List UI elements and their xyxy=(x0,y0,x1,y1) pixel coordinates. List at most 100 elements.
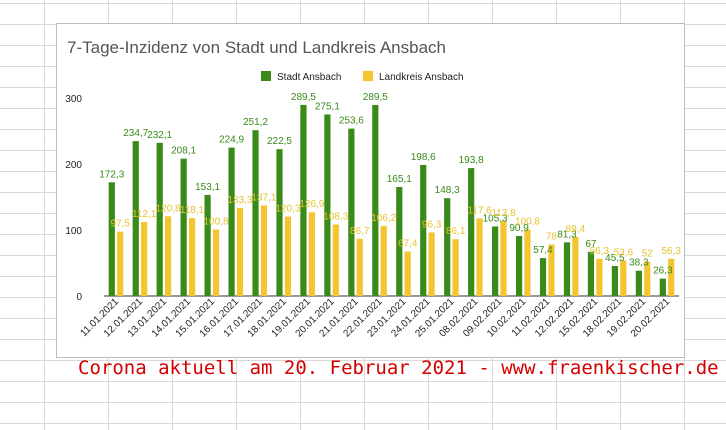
bar-stadt xyxy=(228,147,235,296)
bar-stadt xyxy=(348,128,355,296)
legend: Stadt Ansbach Landkreis Ansbach xyxy=(261,71,464,83)
legend-swatch-landkreis xyxy=(363,71,373,81)
bar-stadt xyxy=(252,130,259,296)
data-label-landkreis: 100,8 xyxy=(515,216,540,227)
bar-stadt xyxy=(276,149,283,296)
bar-landkreis xyxy=(668,258,675,296)
data-label-stadt: 67 xyxy=(585,239,597,250)
data-label-stadt: 81,3 xyxy=(557,229,577,240)
data-label-landkreis: 100,8 xyxy=(203,216,228,227)
data-label-landkreis: 106,2 xyxy=(371,213,396,224)
bar-landkreis xyxy=(476,218,483,296)
bar-stadt xyxy=(563,242,571,296)
data-label-stadt: 222,5 xyxy=(267,136,292,147)
data-label-stadt: 224,9 xyxy=(219,135,244,146)
data-label-landkreis: 56,3 xyxy=(590,246,610,257)
bar-landkreis xyxy=(284,216,291,296)
bar-landkreis xyxy=(380,225,387,296)
bar-landkreis xyxy=(188,218,196,296)
y-tick-label: 100 xyxy=(65,226,82,237)
data-label-landkreis: 89,4 xyxy=(566,224,586,235)
data-label-landkreis: 97,5 xyxy=(110,219,130,230)
data-label-landkreis: 133,3 xyxy=(227,195,252,206)
bar-landkreis xyxy=(356,238,363,296)
bar-landkreis xyxy=(212,229,220,296)
data-label-stadt: 165,1 xyxy=(387,174,412,185)
data-label-landkreis: 53,6 xyxy=(614,248,634,259)
data-label-landkreis: 113,8 xyxy=(491,208,516,219)
data-label-stadt: 253,6 xyxy=(339,116,364,127)
data-label-stadt: 251,2 xyxy=(243,117,268,128)
bar-stadt xyxy=(492,226,499,296)
data-label-landkreis: 112,1 xyxy=(132,209,157,220)
data-label-stadt: 153,1 xyxy=(195,182,220,193)
bar-landkreis xyxy=(524,229,531,296)
data-label-landkreis: 67,4 xyxy=(398,239,418,250)
bar-stadt xyxy=(204,194,211,296)
data-label-stadt: 275,1 xyxy=(315,101,340,112)
data-label-stadt: 26,3 xyxy=(653,266,673,277)
data-label-landkreis: 78 xyxy=(546,232,558,243)
data-label-stadt: 105,3 xyxy=(483,214,508,225)
bar-landkreis xyxy=(596,258,603,296)
bar-landkreis xyxy=(500,220,507,296)
data-label-stadt: 193,8 xyxy=(459,155,484,166)
bar-stadt xyxy=(539,258,547,296)
bar-stadt xyxy=(468,168,475,296)
data-label-stadt: 208,1 xyxy=(171,146,196,157)
chart-container: 7-Tage-Inzidenz von Stadt und Landkreis … xyxy=(56,23,685,358)
bar-landkreis xyxy=(260,205,268,296)
bar-stadt xyxy=(324,114,331,297)
data-label-landkreis: 126,9 xyxy=(299,199,324,210)
bar-stadt xyxy=(108,182,115,296)
data-label-stadt: 198,6 xyxy=(411,152,436,163)
data-label-landkreis: 96,3 xyxy=(422,219,442,230)
bar-stadt xyxy=(396,187,403,296)
bar-stadt xyxy=(611,265,619,296)
data-label-landkreis: 56,3 xyxy=(661,246,681,257)
bar-landkreis xyxy=(548,244,555,296)
data-label-landkreis: 137,1 xyxy=(251,193,276,204)
bar-landkreis xyxy=(308,212,315,296)
legend-label-stadt: Stadt Ansbach xyxy=(277,72,342,83)
data-label-stadt: 57,4 xyxy=(533,245,553,256)
bar-landkreis xyxy=(332,224,339,296)
bar-stadt xyxy=(132,141,139,296)
data-label-stadt: 38,3 xyxy=(629,258,649,269)
bar-stadt xyxy=(300,104,307,297)
bar-stadt xyxy=(515,236,523,296)
x-axis: 11.01.202112.01.202113.01.202114.01.2021… xyxy=(78,296,672,339)
data-label-landkreis: 118,1 xyxy=(180,205,205,216)
data-label-landkreis: 52 xyxy=(642,249,654,260)
data-label-stadt: 234,7 xyxy=(123,128,148,139)
data-label-landkreis: 117,6 xyxy=(467,205,492,216)
caption: Corona aktuell am 20. Februar 2021 - www… xyxy=(78,357,719,379)
bar-landkreis xyxy=(572,236,579,296)
legend-label-landkreis: Landkreis Ansbach xyxy=(379,72,464,83)
bar-landkreis xyxy=(620,260,627,296)
bar-stadt xyxy=(372,104,379,297)
bar-stadt xyxy=(444,198,451,296)
bar-stadt xyxy=(180,158,187,296)
data-label-landkreis: 120,3 xyxy=(275,204,300,215)
data-label-landkreis: 86,1 xyxy=(446,226,466,237)
y-tick-label: 0 xyxy=(76,292,82,303)
bar-landkreis xyxy=(117,231,124,296)
y-axis: 0 100 200 300 xyxy=(65,94,679,303)
bar-landkreis xyxy=(452,239,459,296)
data-label-stadt: 172,3 xyxy=(99,169,124,180)
bar-landkreis xyxy=(428,232,435,296)
bar-stadt xyxy=(156,142,163,296)
bar-stadt xyxy=(635,270,642,296)
data-label-stadt: 289,5 xyxy=(363,92,388,103)
y-tick-label: 300 xyxy=(65,94,82,105)
bar-landkreis xyxy=(141,222,148,296)
data-label-landkreis: 86,7 xyxy=(350,226,370,237)
data-label-stadt: 232,1 xyxy=(147,130,172,141)
bar-landkreis xyxy=(644,261,651,296)
bars: 172,397,5234,7112,1232,1120,8208,1118,11… xyxy=(99,92,681,297)
y-tick-label: 200 xyxy=(65,160,82,171)
data-label-stadt: 148,3 xyxy=(435,185,460,196)
bar-stadt xyxy=(587,251,595,296)
data-label-stadt: 90,9 xyxy=(509,223,529,234)
